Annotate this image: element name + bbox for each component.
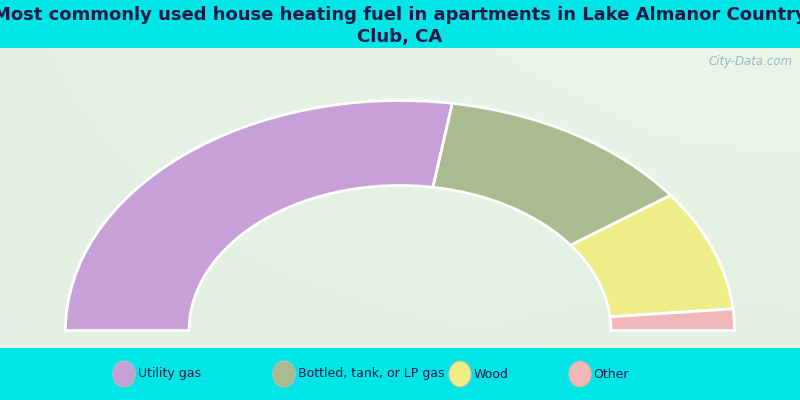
- Text: Bottled, tank, or LP gas: Bottled, tank, or LP gas: [298, 368, 444, 380]
- Ellipse shape: [273, 361, 295, 387]
- Ellipse shape: [449, 361, 471, 387]
- Wedge shape: [570, 195, 733, 317]
- Text: Utility gas: Utility gas: [138, 368, 201, 380]
- Wedge shape: [433, 103, 670, 245]
- Text: Wood: Wood: [474, 368, 509, 380]
- Text: Other: Other: [594, 368, 629, 380]
- Text: Most commonly used house heating fuel in apartments in Lake Almanor Country
Club: Most commonly used house heating fuel in…: [0, 6, 800, 46]
- Ellipse shape: [569, 361, 591, 387]
- Ellipse shape: [113, 361, 135, 387]
- Wedge shape: [66, 100, 452, 330]
- Wedge shape: [610, 309, 734, 330]
- Text: City-Data.com: City-Data.com: [709, 56, 793, 68]
